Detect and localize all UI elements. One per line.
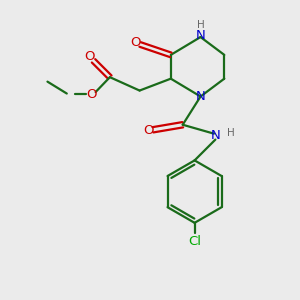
Text: O: O (130, 36, 140, 49)
Text: Cl: Cl (188, 235, 201, 248)
Text: H: H (227, 128, 235, 138)
Text: N: N (211, 129, 221, 142)
Text: H: H (197, 20, 204, 30)
Text: N: N (196, 29, 206, 42)
Text: O: O (84, 50, 95, 63)
Text: N: N (196, 90, 206, 103)
Text: O: O (143, 124, 154, 137)
Text: O: O (86, 88, 97, 100)
